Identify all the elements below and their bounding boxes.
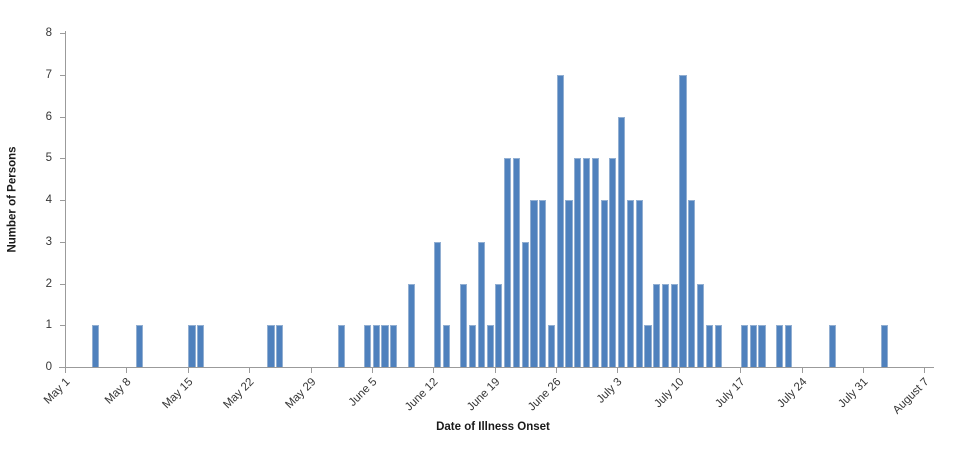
x-tick-mark [187, 368, 189, 373]
bar [828, 325, 836, 367]
bar [460, 283, 468, 367]
bar [714, 325, 722, 367]
bar [740, 325, 748, 367]
bar [775, 325, 784, 367]
bar [521, 241, 529, 367]
bar [469, 325, 477, 367]
x-tick-mark [556, 368, 557, 373]
y-tick-label: 0 [45, 361, 52, 373]
x-tick-mark [126, 368, 128, 373]
bar [679, 74, 687, 367]
bar [556, 74, 564, 367]
bar [705, 325, 713, 367]
bar [591, 158, 599, 367]
bar [688, 200, 696, 367]
bar [618, 116, 626, 367]
x-tick-mark [65, 368, 66, 373]
bar [600, 200, 608, 367]
x-tick-mark [310, 368, 312, 373]
y-axis-title: Number of Persons [6, 146, 19, 253]
bar [583, 158, 591, 367]
x-axis-title: Date of Illness Onset [436, 421, 550, 433]
y-tick-label: 5 [45, 152, 52, 165]
bar [276, 325, 284, 367]
x-tick-mark [924, 368, 926, 373]
bar [407, 283, 415, 367]
bar [477, 241, 485, 367]
bar [512, 158, 521, 367]
y-tick-label: 7 [45, 68, 52, 81]
bar [504, 158, 512, 367]
y-tick-mark [60, 74, 65, 76]
bar [188, 325, 196, 367]
bar [442, 325, 450, 367]
bar [337, 325, 345, 367]
y-tick-mark [60, 200, 65, 201]
y-tick-mark [60, 367, 65, 368]
x-tick-mark [801, 368, 803, 373]
y-tick-mark [60, 116, 65, 118]
y-tick-label: 4 [45, 194, 52, 206]
y-tick-label: 2 [45, 277, 52, 290]
y-tick-mark [60, 158, 65, 160]
x-axis-line [59, 367, 935, 368]
y-tick-mark [60, 33, 65, 34]
bar [653, 283, 661, 367]
x-tick-mark [249, 368, 251, 373]
x-tick-mark [617, 368, 619, 373]
bar [390, 325, 398, 367]
bar [565, 200, 573, 367]
bar [539, 200, 547, 367]
bar [784, 325, 792, 367]
bar [881, 325, 889, 367]
bar [372, 325, 380, 367]
bar [267, 325, 275, 367]
bar [609, 158, 617, 367]
y-tick-mark [60, 325, 65, 327]
y-tick-label: 3 [45, 235, 52, 248]
bar [197, 325, 205, 367]
y-tick-label: 6 [45, 110, 52, 123]
bar [626, 200, 634, 367]
bar [530, 200, 538, 367]
bar [661, 283, 670, 367]
x-tick-mark [371, 368, 373, 373]
bar [644, 325, 652, 367]
y-tick-mark [60, 283, 65, 285]
bar [696, 283, 705, 367]
x-tick-mark [678, 368, 680, 373]
bar [547, 325, 556, 367]
y-tick-label: 1 [45, 319, 52, 332]
x-tick-mark [433, 368, 435, 373]
bar [495, 283, 503, 367]
bar [363, 325, 371, 367]
x-tick-mark [740, 368, 742, 373]
x-tick-mark [494, 368, 496, 373]
bar [749, 325, 757, 367]
bar [381, 325, 389, 367]
bar [486, 325, 494, 367]
bar [433, 241, 442, 367]
bar [135, 325, 143, 367]
y-axis-line [65, 31, 66, 368]
bar [758, 325, 766, 367]
bar [670, 283, 678, 367]
y-tick-label: 8 [45, 27, 52, 39]
bar [635, 200, 643, 367]
x-tick-mark [862, 368, 864, 373]
bar [574, 158, 582, 367]
y-tick-mark [60, 241, 65, 243]
bar [92, 325, 100, 367]
